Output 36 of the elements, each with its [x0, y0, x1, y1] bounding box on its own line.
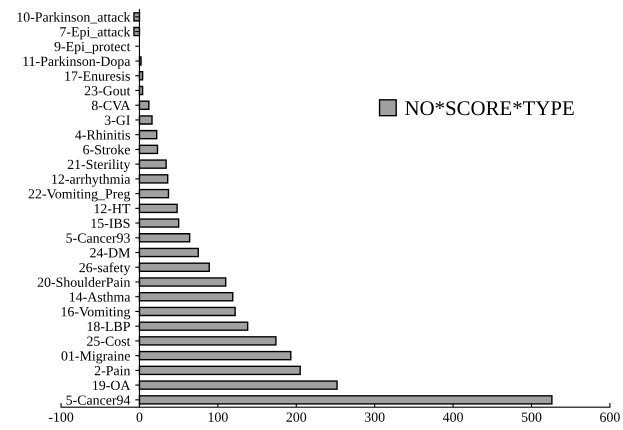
y-tick-label: 19-OA — [93, 380, 130, 390]
y-tick-label: 11-Parkinson-Dopa — [23, 56, 130, 69]
x-tick-label: -100 — [48, 412, 74, 422]
legend-label: NO*SCORE*TYPE — [405, 101, 574, 116]
x-tick-label: 200 — [286, 412, 306, 422]
y-tick-label: 12-arrhythmia — [52, 174, 130, 187]
x-tick-label: 100 — [208, 412, 228, 422]
x-tick-label: 400 — [442, 412, 463, 422]
y-tick-label: 14-Asthma — [70, 292, 130, 302]
y-tick-label: 25-Cost — [87, 336, 130, 346]
y-tick-label: 24-DM — [90, 248, 130, 258]
y-tick-label: 5-Cancer94 — [66, 395, 130, 405]
y-tick-label: 23-Gout — [84, 86, 130, 96]
x-tick-label: 300 — [364, 412, 385, 422]
y-tick-label: 12-HT — [94, 204, 130, 214]
y-tick-label: 01-Migraine — [62, 351, 130, 364]
y-tick-label: 5-Cancer93 — [66, 233, 130, 243]
y-tick-label: 22-Vomiting_Preg — [28, 189, 130, 202]
y-tick-label: 18-LBP — [88, 322, 130, 332]
y-tick-label: 26-safety — [79, 262, 130, 276]
x-tick-label: 500 — [522, 412, 542, 422]
y-tick-label: 17-Enuresis — [65, 71, 130, 81]
y-tick-label: 10-Parkinson_attack — [17, 12, 130, 24]
y-tick-label: 8-CVA — [92, 100, 130, 110]
y-tick-label: 16-Vomiting — [62, 307, 130, 320]
y-tick-label: 9-Epi_protect — [54, 42, 130, 54]
y-tick-label: 21-Sterility — [68, 159, 130, 172]
y-tick-label: 2-Pain — [94, 366, 130, 376]
y-tick-label: 15-IBS — [92, 218, 130, 228]
y-tick-label: 3-GI — [104, 116, 130, 125]
x-tick-label: 600 — [600, 412, 620, 422]
y-tick-label: 4-Rhinitis — [75, 130, 130, 140]
y-tick-label: 20-ShoulderPain — [38, 277, 130, 287]
x-tick-label: 0 — [136, 412, 142, 422]
y-tick-label: 6-Stroke — [83, 144, 130, 154]
y-tick-label: 7-Epi_attack — [60, 26, 130, 40]
